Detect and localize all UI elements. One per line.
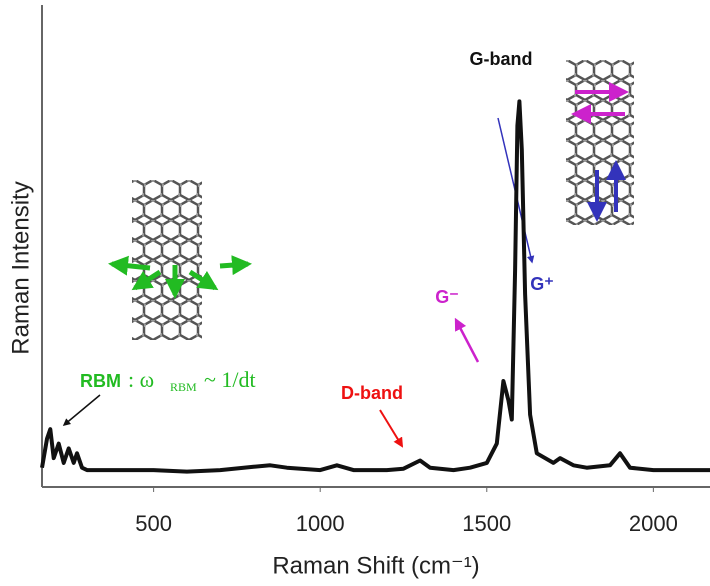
annotation: G⁻ — [435, 287, 459, 307]
formula-subscript: RBM — [170, 380, 197, 394]
annotation: G⁺ — [530, 274, 554, 294]
formula: ~ 1/dt — [204, 367, 256, 392]
x-tick-label: 1500 — [462, 511, 511, 536]
y-axis-label: Raman Intensity — [7, 181, 34, 354]
annotation: D-band — [341, 383, 403, 403]
annotation: RBM — [80, 371, 121, 391]
spectrum-line — [40, 99, 710, 474]
x-tick-label: 500 — [135, 511, 172, 536]
x-tick-label: 2000 — [629, 511, 678, 536]
x-tick-label: 1000 — [296, 511, 345, 536]
nanotube-g-band — [566, 60, 634, 225]
annotation: G-band — [470, 49, 533, 69]
x-axis-label: Raman Shift (cm⁻¹) — [272, 552, 479, 579]
formula: : ω — [128, 367, 154, 392]
nanotube-rbm — [108, 180, 252, 340]
